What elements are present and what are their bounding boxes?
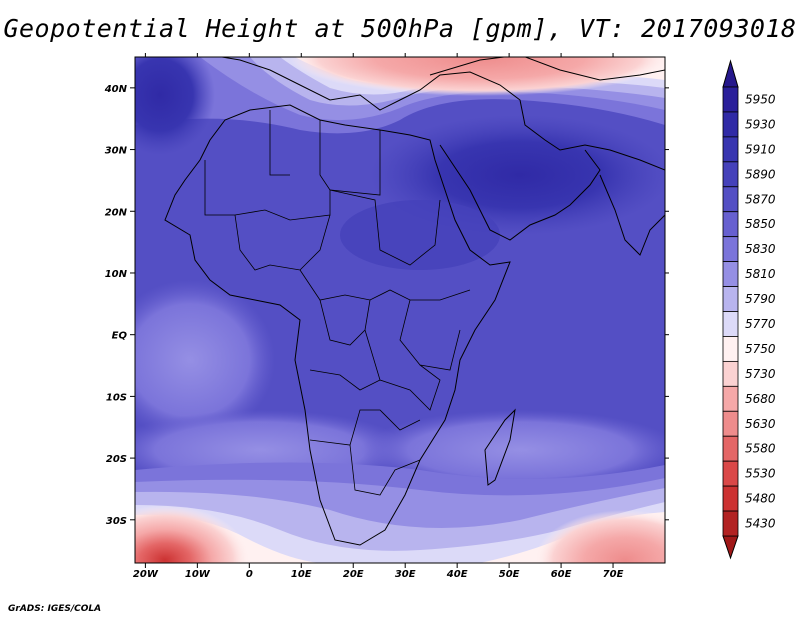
colorbar-label: 5870: [745, 192, 776, 206]
lat-tick-label: 20S: [106, 454, 127, 465]
lat-tick-label: 30N: [105, 146, 128, 157]
colorbar-swatch: [722, 435, 739, 462]
colorbar-swatch: [722, 86, 739, 113]
colorbar-label: 5530: [745, 467, 776, 481]
colorbar-swatch: [722, 311, 739, 337]
colorbar-swatch: [722, 460, 739, 487]
country-borders: [204, 110, 471, 496]
lon-tick-label: 40E: [446, 569, 468, 580]
colorbar-swatch: [722, 111, 739, 138]
plot-frame: [134, 56, 666, 564]
colorbar-swatch: [722, 410, 739, 437]
colorbar-label: 5930: [745, 117, 776, 131]
lon-tick-label: 70E: [603, 569, 624, 580]
lat-tick-label: 30S: [106, 516, 127, 527]
map-axes: 20W 10W 0 10E 20E 30E 40E 50E 60E 70E 40N 30N 20N 10N…: [104, 53, 669, 580]
colorbar: 5950 5930 5910 5890 5870 5850 5830 5810 5790 5770…: [722, 59, 776, 560]
colorbar-top-arrow: [722, 59, 739, 88]
lon-tick-label: 10W: [185, 569, 211, 580]
lat-tick-label: 20N: [105, 207, 128, 218]
lon-tick-label: 50E: [499, 569, 520, 580]
lon-tick-label: 10E: [291, 569, 312, 580]
colorbar-swatch: [722, 286, 739, 312]
lat-tick-label: EQ: [112, 331, 128, 342]
colorbar-swatch: [722, 236, 739, 263]
colorbar-label: 5750: [745, 342, 776, 356]
colorbar-bottom-arrow: [722, 535, 739, 560]
lon-tick-label: 20E: [343, 569, 364, 580]
lon-tick-label: 60E: [551, 569, 572, 580]
colorbar-label: 5910: [745, 142, 776, 156]
colorbar-label: 5730: [745, 367, 776, 381]
height-field: [135, 57, 665, 563]
lon-tick-label: 0: [246, 569, 253, 580]
colorbar-swatch: [722, 510, 739, 537]
colorbar-label: 5630: [745, 417, 776, 431]
colorbar-swatch: [722, 360, 739, 387]
colorbar-label: 5790: [745, 292, 776, 306]
colorbar-label: 5580: [745, 442, 776, 456]
coastlines: [164, 57, 665, 546]
colorbar-label: 5680: [745, 392, 776, 406]
colorbar-label: 5430: [745, 517, 776, 531]
map-title: Geopotential Height at 500hPa [gpm], VT:…: [3, 14, 797, 43]
lat-tick-label: 10S: [106, 392, 127, 403]
colorbar-swatch: [722, 385, 739, 412]
colorbar-swatch: [722, 261, 739, 287]
colorbar-label: 5480: [745, 492, 776, 506]
colorbar-swatch: [722, 161, 739, 188]
lon-tick-label: 30E: [395, 569, 416, 580]
colorbar-swatch: [722, 186, 739, 213]
colorbar-label: 5770: [745, 317, 776, 331]
colorbar-label: 5890: [745, 167, 776, 181]
colorbar-label: 5830: [745, 242, 776, 256]
colorbar-swatch: [722, 485, 739, 512]
lat-tick-label: 10N: [105, 269, 128, 280]
credit-label: GrADS: IGES/COLA: [8, 604, 102, 614]
colorbar-swatch: [722, 336, 739, 362]
lat-tick-label: 40N: [104, 84, 128, 95]
colorbar-label: 5950: [745, 92, 776, 106]
colorbar-label: 5810: [745, 267, 776, 281]
colorbar-swatch: [722, 136, 739, 163]
colorbar-label: 5850: [745, 217, 776, 231]
colorbar-swatch: [722, 211, 739, 238]
lon-tick-label: 20W: [133, 569, 159, 580]
